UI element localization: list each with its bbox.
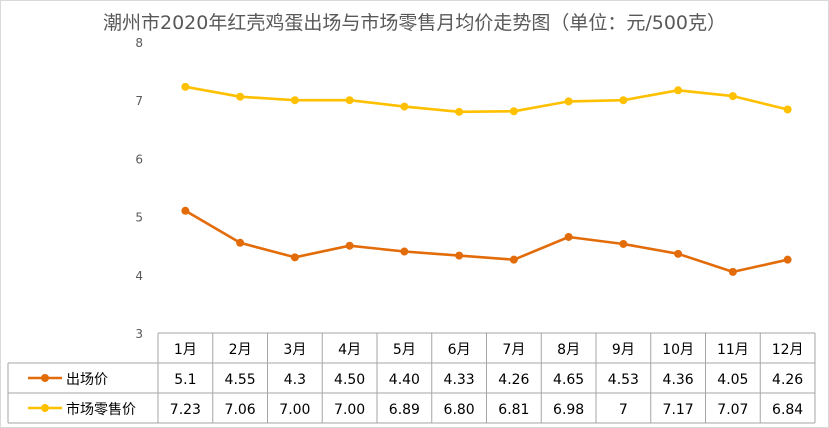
- table-value: 4.05: [717, 372, 748, 388]
- category-label: 4月: [338, 342, 361, 358]
- category-label: 1月: [174, 342, 197, 358]
- data-point: [290, 253, 299, 262]
- data-point: [455, 251, 464, 260]
- data-point: [674, 249, 683, 258]
- table-value: 4.65: [553, 372, 584, 388]
- data-point: [345, 96, 354, 105]
- data-point: [564, 232, 573, 241]
- legend-key-marker: [41, 374, 49, 382]
- data-point: [728, 92, 737, 101]
- data-point: [564, 97, 573, 106]
- data-point: [181, 206, 190, 215]
- data-point: [674, 86, 683, 95]
- table-value: 7.00: [279, 402, 310, 418]
- category-label: 9月: [612, 342, 635, 358]
- y-tick-label: 6: [135, 152, 143, 166]
- table-value: 7.07: [717, 402, 748, 418]
- table-value: 4.26: [498, 372, 529, 388]
- legend-key-marker: [41, 404, 49, 412]
- category-label: 6月: [448, 342, 471, 358]
- data-point: [236, 92, 245, 101]
- legend-label: 出场价: [66, 372, 108, 388]
- table-value: 4.33: [444, 372, 475, 388]
- series-line-1: [184, 209, 788, 274]
- data-point: [455, 107, 464, 116]
- table-value: 6.80: [444, 402, 475, 418]
- category-label: 12月: [772, 342, 804, 358]
- table-value: 7: [619, 402, 628, 418]
- y-tick-label: 3: [135, 327, 143, 341]
- table-value: 5.1: [174, 372, 196, 388]
- table-value: 4.50: [334, 372, 365, 388]
- y-tick-label: 5: [135, 211, 143, 225]
- table-value: 6.89: [389, 402, 420, 418]
- table-value: 4.36: [663, 372, 694, 388]
- category-label: 11月: [717, 342, 749, 358]
- data-point: [619, 239, 628, 248]
- legend-label: 市场零售价: [66, 401, 136, 418]
- table-value: 4.53: [608, 372, 639, 388]
- y-tick-label: 8: [135, 36, 143, 50]
- data-point: [236, 238, 245, 247]
- table-value: 4.3: [284, 372, 306, 388]
- category-label: 2月: [229, 342, 252, 358]
- data-point: [509, 255, 518, 264]
- series-line-2: [185, 85, 788, 114]
- data-point: [400, 247, 409, 256]
- category-label: 7月: [502, 342, 525, 358]
- category-label: 10月: [662, 342, 694, 358]
- category-label: 8月: [557, 342, 580, 358]
- y-tick-label: 4: [135, 269, 143, 283]
- data-point: [345, 241, 354, 250]
- table-value: 4.55: [225, 372, 256, 388]
- table-value: 6.98: [553, 402, 584, 418]
- table-value: 7.00: [334, 402, 365, 418]
- table-value: 7.17: [663, 402, 694, 418]
- y-tick-label: 7: [135, 94, 143, 108]
- data-point: [400, 102, 409, 111]
- category-label: 5月: [393, 342, 416, 358]
- data-point: [728, 267, 737, 276]
- chart-title: 潮州市2020年红壳鸡蛋出场与市场零售月均价走势图（单位：元/500克）: [102, 12, 727, 34]
- table-value: 6.81: [498, 402, 529, 418]
- data-point: [783, 255, 792, 264]
- table-value: 4.26: [772, 372, 803, 388]
- data-point: [181, 82, 190, 91]
- table-value: 7.23: [170, 402, 201, 418]
- table-value: 6.84: [772, 402, 803, 418]
- data-point: [783, 105, 792, 114]
- data-point: [619, 96, 628, 105]
- table-value: 7.06: [225, 402, 256, 418]
- table-value: 4.40: [389, 372, 420, 388]
- data-point: [290, 96, 299, 105]
- category-label: 3月: [283, 342, 306, 358]
- data-point: [509, 107, 518, 116]
